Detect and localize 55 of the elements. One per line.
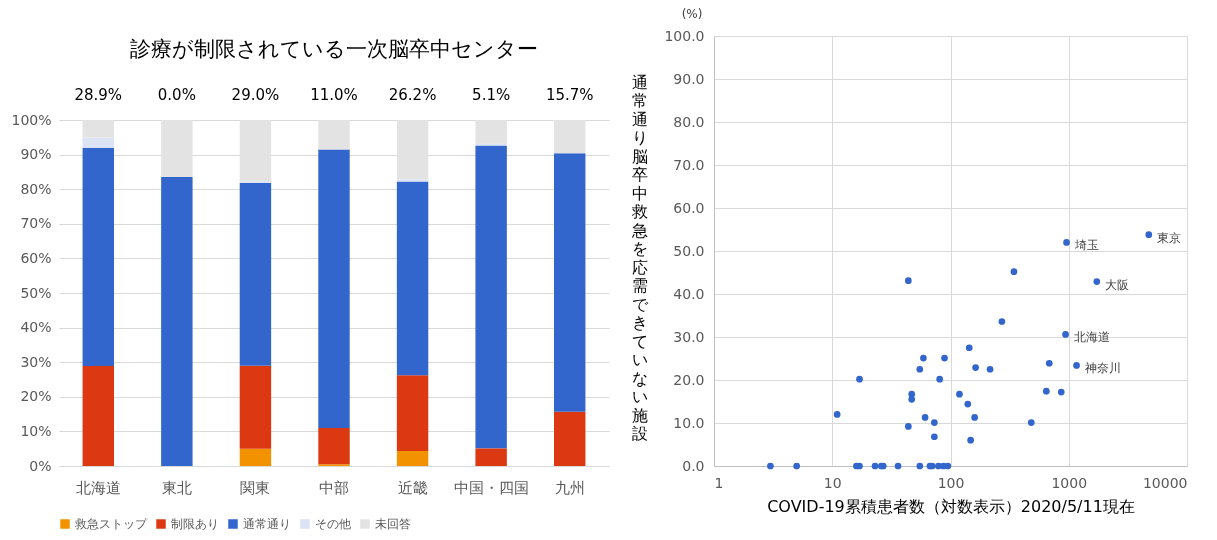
text: (%): [681, 7, 703, 21]
annotation: 北海道: [1073, 330, 1110, 345]
legend-label: 未回答: [375, 517, 411, 531]
x-tick-label: 10: [823, 474, 842, 491]
y-tick-label: 10%: [20, 422, 52, 439]
chart-title: 診療が制限されている一次脳卒中センター: [130, 37, 538, 61]
y-tick-label: 20.0: [673, 371, 705, 388]
x-tick-label: 関東: [240, 478, 271, 497]
y-tick-label: 50.0: [673, 242, 705, 259]
y-tick-label: 30%: [20, 353, 52, 370]
legend-label: 制限あり: [171, 517, 219, 531]
text: 29.0%: [231, 86, 280, 104]
y-tick-label: 60%: [20, 249, 52, 266]
x-tick-label: 1000: [1051, 474, 1088, 491]
y-tick-label: 100.0: [664, 27, 705, 44]
x-tick-label: 中部: [319, 478, 349, 497]
y-tick-label: 90%: [20, 146, 52, 163]
y-tick-label: 100%: [11, 111, 52, 128]
legend-label: その他: [315, 517, 351, 531]
x-tick-label: 北海道: [75, 478, 121, 497]
y-tick-label: 0%: [29, 457, 52, 474]
text: 0.0%: [157, 86, 196, 104]
annotation: 東京: [1156, 230, 1181, 245]
y-tick-label: 50%: [20, 284, 52, 301]
x-axis-title: COVID-19累積患者数（対数表示）2020/5/11現在: [767, 496, 1135, 516]
y-tick-label: 40.0: [673, 285, 705, 302]
text: 15.7%: [545, 86, 594, 104]
y-tick-label: 80.0: [673, 113, 705, 130]
text: 通常通り脳卒中救急を応需できていない施設: [631, 72, 648, 443]
y-tick-label: 10.0: [673, 414, 705, 431]
x-tick-label: 10000: [1142, 474, 1188, 491]
legend-label: 救急ストップ: [74, 517, 148, 531]
annotation: 神奈川: [1084, 361, 1121, 376]
x-tick-label: 100: [937, 474, 965, 491]
x-tick-label: 東北: [161, 478, 192, 497]
x-tick-label: 近畿: [397, 478, 428, 497]
x-tick-label: 1: [714, 474, 724, 491]
text: 5.1%: [472, 86, 511, 104]
y-tick-label: 70%: [20, 215, 52, 232]
y-tick-label: 0.0: [682, 457, 705, 474]
y-tick-label: 60.0: [673, 199, 705, 216]
y-tick-label: 20%: [20, 388, 52, 405]
text: 11.0%: [310, 86, 358, 104]
x-tick-label: 中国・四国: [453, 478, 529, 497]
y-tick-label: 70.0: [673, 156, 705, 173]
y-tick-label: 40%: [20, 319, 52, 336]
x-tick-label: 九州: [554, 478, 585, 497]
annotation: 埼玉: [1073, 238, 1099, 253]
y-tick-label: 90.0: [673, 70, 705, 87]
legend-label: 通常通り: [243, 517, 291, 531]
text: 28.9%: [74, 86, 123, 104]
text: 26.2%: [388, 86, 437, 104]
y-tick-label: 80%: [20, 180, 52, 197]
y-tick-label: 30.0: [673, 328, 705, 345]
annotation: 大阪: [1104, 277, 1129, 292]
